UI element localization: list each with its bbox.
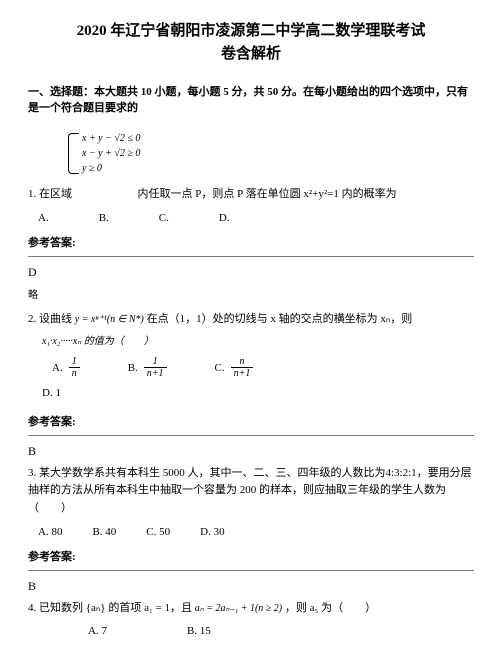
q2-frac-c: n n+1 bbox=[231, 356, 254, 379]
title-line-1: 2020 年辽宁省朝阳市凌源第二中学高二数学理联考试 bbox=[28, 20, 474, 43]
q2-formula: y = xⁿ⁺¹(n ∈ N*) bbox=[75, 314, 144, 325]
q1-sys-line1: x + y − √2 ≤ 0 bbox=[82, 131, 140, 146]
q3-opt-d: D. 30 bbox=[200, 526, 224, 538]
q4-opt-b: B. 15 bbox=[187, 625, 211, 637]
q2-stem-a: 2. 设曲线 bbox=[28, 313, 75, 325]
q2-opt-b-label: B. bbox=[128, 362, 138, 374]
divider bbox=[28, 256, 474, 257]
q2-options: A. 1 n B. 1 n+1 C. n n+1 bbox=[52, 356, 474, 379]
q1-opt-d: D. bbox=[219, 212, 230, 224]
q1-answer: D bbox=[28, 265, 474, 280]
q4-stem-a: 4. 已知数列 {aₙ} 的首项 a₁ = 1，且 bbox=[28, 602, 195, 614]
q1-stem-b: 内任取一点 P，则点 P 落在单位圆 x²+y²=1 内的概率为 bbox=[138, 188, 397, 200]
q1-opt-a: A. bbox=[38, 212, 49, 224]
q1-stem: 1. 在区域 内任取一点 P，则点 P 落在单位圆 x²+y²=1 内的概率为 bbox=[28, 186, 474, 204]
q3-opt-b: B. 40 bbox=[92, 526, 116, 538]
q4-stem-b: ，则 a₅ 为（ ） bbox=[285, 602, 376, 614]
q2-opt-c-label: C. bbox=[215, 362, 225, 374]
q2-opt-d: D. 1 bbox=[42, 385, 474, 403]
q2-line2: x₁·x₂·····xₙ 的值为（ ） bbox=[42, 334, 474, 350]
frac-a-num: 1 bbox=[69, 356, 80, 368]
q2-opt-a-label: A. bbox=[52, 362, 63, 374]
q2-frac-a: 1 n bbox=[69, 356, 80, 379]
q1-opt-c: C. bbox=[159, 212, 169, 224]
q1-stem-a: 1. 在区域 bbox=[28, 188, 72, 200]
q1-sys-line3: y ≥ 0 bbox=[82, 161, 140, 176]
q3-opt-c: C. 50 bbox=[146, 526, 170, 538]
q2-answer-label: 参考答案: bbox=[28, 413, 474, 429]
q2-stem: 2. 设曲线 y = xⁿ⁺¹(n ∈ N*) 在点（1，1）处的切线与 x 轴… bbox=[28, 311, 474, 329]
frac-c-den: n+1 bbox=[231, 368, 254, 379]
frac-b-num: 1 bbox=[144, 356, 167, 368]
frac-b-den: n+1 bbox=[144, 368, 167, 379]
q2-stem-b: 在点（1，1）处的切线与 x 轴的交点的横坐标为 xₙ，则 bbox=[147, 313, 413, 325]
q4-formula: aₙ = 2aₙ₋₁ + 1(n ≥ 2) bbox=[195, 603, 282, 614]
q3-stem: 3. 某大学数学系共有本科生 5000 人，其中一、二、三、四年级的人数比为4:… bbox=[28, 465, 474, 518]
q4-options: A. 7 B. 15 bbox=[88, 625, 474, 637]
q3-options: A. 80 B. 40 C. 50 D. 30 bbox=[38, 526, 474, 538]
frac-a-den: n bbox=[69, 368, 80, 379]
divider bbox=[28, 570, 474, 571]
divider bbox=[28, 435, 474, 436]
frac-c-num: n bbox=[231, 356, 254, 368]
q2-opt-b: B. 1 n+1 bbox=[128, 356, 167, 379]
q1-opt-b: B. bbox=[99, 212, 109, 224]
q2-answer: B bbox=[28, 444, 474, 459]
q3-answer-label: 参考答案: bbox=[28, 548, 474, 564]
q3-opt-a: A. 80 bbox=[38, 526, 62, 538]
q2-opt-c: C. n n+1 bbox=[215, 356, 254, 379]
title-line-2: 卷含解析 bbox=[28, 43, 474, 66]
q1-explanation: 略 bbox=[28, 286, 474, 301]
q1-answer-label: 参考答案: bbox=[28, 234, 474, 250]
q4-stem: 4. 已知数列 {aₙ} 的首项 a₁ = 1，且 aₙ = 2aₙ₋₁ + 1… bbox=[28, 600, 474, 618]
q1-sys-line2: x − y + √2 ≥ 0 bbox=[82, 146, 140, 161]
q2-frac-b: 1 n+1 bbox=[144, 356, 167, 379]
q1-system: x + y − √2 ≤ 0 x − y + √2 ≥ 0 y ≥ 0 bbox=[68, 131, 140, 176]
q4-opt-a: A. 7 bbox=[88, 625, 107, 637]
section-heading: 一、选择题：本大题共 10 小题，每小题 5 分，共 50 分。在每小题给出的四… bbox=[28, 83, 474, 115]
q1-options: A. B. C. D. bbox=[38, 212, 474, 224]
q2-opt-a: A. 1 n bbox=[52, 356, 80, 379]
q3-answer: B bbox=[28, 579, 474, 594]
